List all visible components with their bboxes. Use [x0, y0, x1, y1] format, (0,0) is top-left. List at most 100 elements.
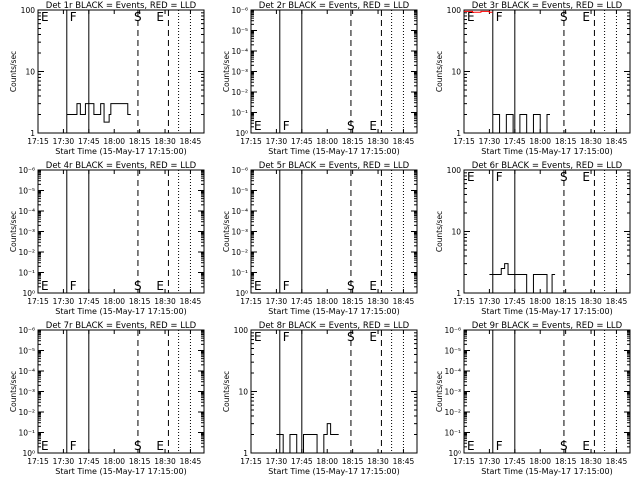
marker-label: E: [254, 279, 262, 293]
x-tick-label: 18:00: [103, 297, 125, 306]
x-tick-label: 18:30: [580, 457, 602, 466]
marker-label: E: [582, 10, 590, 24]
marker-label: E: [254, 119, 262, 133]
y-tick-label: 10⁻²: [444, 408, 461, 417]
x-tick-label: 17:45: [78, 457, 100, 466]
x-tick-label: 18:30: [580, 137, 602, 146]
x-tick-label: 18:00: [103, 137, 125, 146]
panel-title: Det 5r BLACK = Events, RED = LLD: [259, 161, 410, 171]
marker-label: F: [70, 10, 77, 24]
panel-title: Det 3r BLACK = Events, RED = LLD: [472, 1, 623, 11]
x-tick-label: 18:00: [529, 457, 551, 466]
x-axis-label: Start Time (15-May-17 17:15:00): [55, 467, 186, 476]
x-tick-label: 17:15: [453, 457, 475, 466]
x-tick-label: 17:45: [504, 457, 526, 466]
marker-label: F: [496, 170, 503, 184]
marker-label: E: [467, 439, 475, 453]
x-tick-label: 18:00: [316, 137, 338, 146]
x-tick-label: 18:45: [606, 457, 628, 466]
x-tick-label: 17:15: [453, 137, 475, 146]
y-tick-label: 10: [25, 68, 35, 77]
y-tick-label: 10⁰: [22, 289, 35, 298]
x-tick-label: 18:30: [367, 297, 389, 306]
x-tick-label: 17:30: [479, 457, 501, 466]
x-axis-label: Start Time (15-May-17 17:15:00): [481, 467, 612, 476]
y-tick-label: 10⁰: [448, 449, 461, 458]
y-tick-label: 10: [451, 228, 461, 237]
marker-label: E: [156, 439, 164, 453]
marker-label: E: [156, 279, 164, 293]
y-tick-label: 10⁻³: [18, 388, 35, 397]
y-tick-label: 10⁻²: [18, 408, 35, 417]
y-tick-label: 10⁻²: [18, 248, 35, 257]
y-axis-label: Counts/sec: [9, 51, 18, 92]
x-tick-label: 17:15: [27, 457, 49, 466]
y-tick-label: 10⁻¹: [231, 269, 248, 278]
y-tick-label: 1: [30, 129, 35, 138]
marker-label: E: [467, 170, 475, 184]
y-tick-label: 100: [447, 166, 462, 175]
y-tick-label: 10⁻¹: [18, 429, 35, 438]
y-tick-label: 10⁻⁶: [18, 326, 35, 335]
x-axis-label: Start Time (15-May-17 17:15:00): [55, 147, 186, 156]
plot-frame: [250, 169, 418, 294]
y-tick-label: 10⁻⁶: [231, 166, 248, 175]
marker-label: E: [369, 279, 377, 293]
y-tick-label: 10⁻³: [444, 388, 461, 397]
panel-title: Det 8r BLACK = Events, RED = LLD: [259, 321, 410, 331]
marker-label: S: [347, 279, 355, 293]
panel-title: Det 1r BLACK = Events, RED = LLD: [46, 1, 197, 11]
x-tick-label: 18:15: [129, 137, 151, 146]
marker-label: E: [582, 170, 590, 184]
marker-label: S: [560, 170, 568, 184]
x-axis-label: Start Time (15-May-17 17:15:00): [268, 307, 399, 316]
marker-label: E: [369, 330, 377, 344]
marker-label: S: [560, 439, 568, 453]
x-tick-label: 18:30: [154, 457, 176, 466]
x-tick-label: 18:00: [103, 457, 125, 466]
x-tick-label: 17:45: [291, 297, 313, 306]
x-tick-label: 18:30: [154, 137, 176, 146]
marker-label: S: [134, 439, 142, 453]
y-tick-label: 10⁻⁵: [444, 347, 461, 356]
x-tick-label: 18:15: [555, 457, 577, 466]
y-tick-label: 10⁻⁴: [444, 367, 461, 376]
marker-label: S: [347, 119, 355, 133]
marker-label: S: [560, 10, 568, 24]
x-tick-label: 18:30: [154, 297, 176, 306]
y-axis-label: Counts/sec: [9, 211, 18, 252]
series-line: [66, 103, 131, 123]
x-axis-label: Start Time (15-May-17 17:15:00): [268, 467, 399, 476]
plot-frame: [250, 9, 418, 134]
y-tick-label: 10⁻⁴: [231, 47, 248, 56]
y-tick-label: 10⁻⁵: [231, 27, 248, 36]
y-axis-label: Counts/sec: [222, 371, 231, 412]
x-axis-label: Start Time (15-May-17 17:15:00): [55, 307, 186, 316]
y-tick-label: 10⁻²: [231, 248, 248, 257]
y-tick-label: 10⁻⁵: [18, 187, 35, 196]
x-tick-label: 18:45: [393, 137, 415, 146]
x-tick-label: 17:30: [53, 457, 75, 466]
marker-label: S: [134, 10, 142, 24]
x-tick-label: 17:45: [291, 137, 313, 146]
x-tick-label: 17:45: [78, 137, 100, 146]
x-tick-label: 17:45: [504, 297, 526, 306]
x-tick-label: 17:15: [240, 297, 262, 306]
marker-label: S: [347, 330, 355, 344]
x-tick-label: 17:15: [27, 137, 49, 146]
marker-label: E: [467, 10, 475, 24]
y-tick-label: 10⁻⁵: [18, 347, 35, 356]
x-axis-label: Start Time (15-May-17 17:15:00): [268, 147, 399, 156]
x-tick-label: 17:45: [78, 297, 100, 306]
marker-label: E: [254, 330, 262, 344]
x-tick-label: 18:15: [342, 457, 364, 466]
marker-label: E: [156, 10, 164, 24]
y-tick-label: 10⁻⁴: [18, 367, 35, 376]
x-tick-label: 17:30: [266, 457, 288, 466]
x-tick-label: 17:30: [266, 137, 288, 146]
marker-label: F: [496, 439, 503, 453]
